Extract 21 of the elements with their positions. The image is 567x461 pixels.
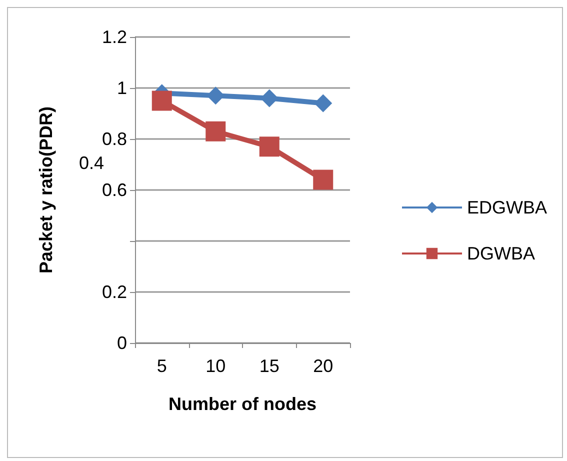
point <box>152 90 172 111</box>
text: 0.4 <box>79 153 104 173</box>
point <box>260 89 278 108</box>
y-tick-label: 1 <box>116 78 127 98</box>
x-tick-label: 10 <box>206 356 226 376</box>
legend-label: EDGWBA <box>466 198 548 218</box>
x-axis-title: Number of nodes <box>168 394 317 414</box>
y-tick-label: 0.2 <box>102 282 127 302</box>
y-tick-label: 0.6 <box>102 180 127 200</box>
x-tick-label: 5 <box>156 356 167 376</box>
x-tick-label: 15 <box>259 356 280 376</box>
x-tick-label: 20 <box>313 356 334 376</box>
y-axis-title: Packet y ratio(PDR) <box>36 106 56 274</box>
point <box>259 136 280 157</box>
y-tick-label: 1.2 <box>102 27 127 47</box>
point <box>314 94 332 112</box>
y-tick-label: 0.8 <box>102 129 127 149</box>
point <box>206 121 226 142</box>
y-tick-label: 0 <box>116 333 127 353</box>
point <box>313 170 334 190</box>
legend-label: DGWBA <box>466 244 536 264</box>
